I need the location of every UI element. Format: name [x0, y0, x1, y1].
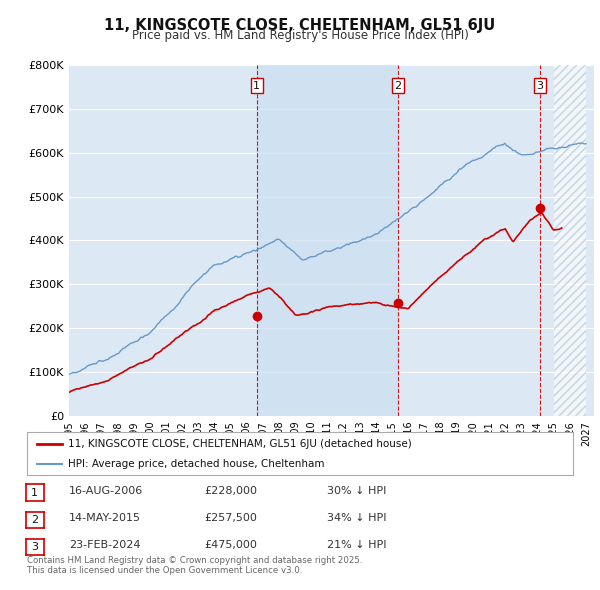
Text: 16-AUG-2006: 16-AUG-2006: [69, 486, 143, 496]
Text: 2: 2: [31, 515, 38, 525]
Text: 3: 3: [536, 81, 544, 91]
Text: 30% ↓ HPI: 30% ↓ HPI: [327, 486, 386, 496]
Text: 11, KINGSCOTE CLOSE, CHELTENHAM, GL51 6JU (detached house): 11, KINGSCOTE CLOSE, CHELTENHAM, GL51 6J…: [68, 438, 412, 448]
Text: 3: 3: [31, 542, 38, 552]
Bar: [257, 65, 398, 416]
Text: HPI: Average price, detached house, Cheltenham: HPI: Average price, detached house, Chel…: [68, 459, 325, 469]
Text: Price paid vs. HM Land Registry's House Price Index (HPI): Price paid vs. HM Land Registry's House …: [131, 30, 469, 42]
Text: 1: 1: [31, 488, 38, 497]
Text: £257,500: £257,500: [204, 513, 257, 523]
Text: 21% ↓ HPI: 21% ↓ HPI: [327, 540, 386, 550]
Text: 1: 1: [253, 81, 260, 91]
Text: Contains HM Land Registry data © Crown copyright and database right 2025.
This d: Contains HM Land Registry data © Crown c…: [27, 556, 362, 575]
Text: 34% ↓ HPI: 34% ↓ HPI: [327, 513, 386, 523]
Text: 14-MAY-2015: 14-MAY-2015: [69, 513, 141, 523]
Text: £475,000: £475,000: [204, 540, 257, 550]
Text: 23-FEB-2024: 23-FEB-2024: [69, 540, 140, 550]
Text: 2: 2: [394, 81, 401, 91]
Text: £228,000: £228,000: [204, 486, 257, 496]
Text: 11, KINGSCOTE CLOSE, CHELTENHAM, GL51 6JU: 11, KINGSCOTE CLOSE, CHELTENHAM, GL51 6J…: [104, 18, 496, 32]
